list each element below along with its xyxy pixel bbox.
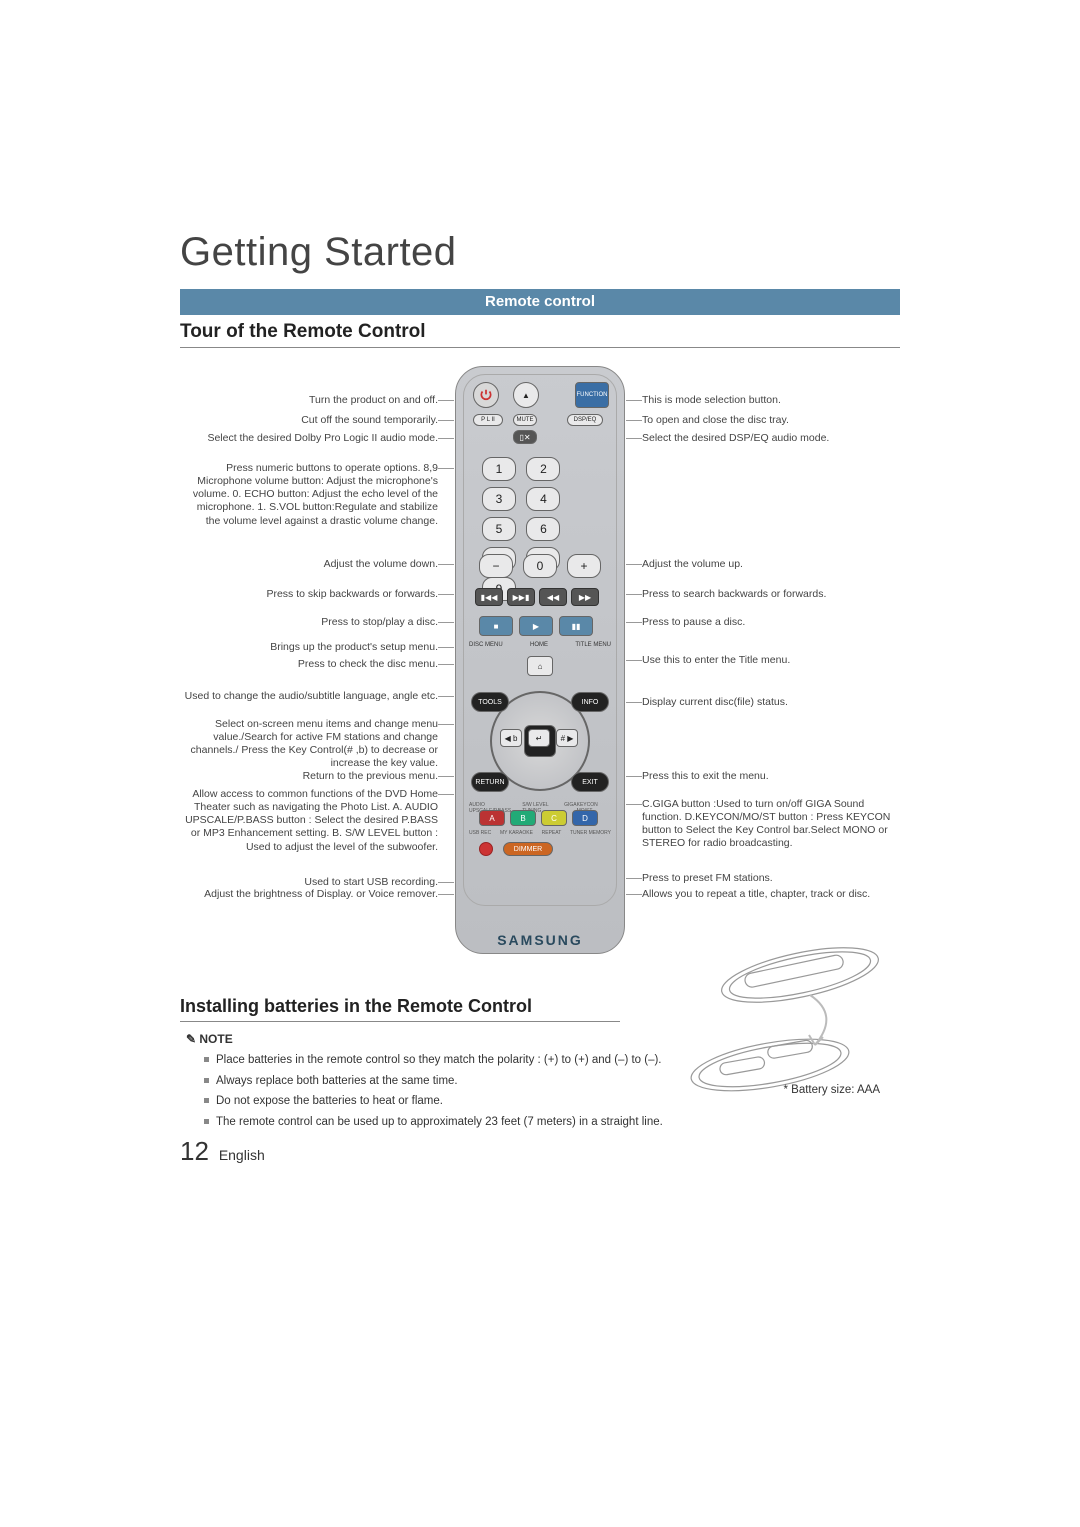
note-item: Always replace both batteries at the sam… [204, 1073, 674, 1090]
brand-logo: SAMSUNG [455, 932, 625, 948]
search-fwd: ▶▶ [571, 588, 599, 606]
page-number: 12 [180, 1136, 209, 1166]
pause-button: ▮▮ [559, 616, 593, 636]
title-menu-label: TITLE MENU [575, 642, 611, 656]
vol-down: − [479, 554, 513, 578]
num-4: 4 [526, 487, 560, 511]
callout-right: Adjust the volume up. [642, 558, 897, 571]
vol-up: + [567, 554, 601, 578]
skip-fwd: ▶▶▮ [507, 588, 535, 606]
color-a: A [479, 810, 505, 826]
color-d: D [572, 810, 598, 826]
home-label: HOME [530, 642, 548, 656]
num-2: 2 [526, 457, 560, 481]
tools-button: TOOLS [471, 692, 509, 712]
stop-button: ■ [479, 616, 513, 636]
exit-button: EXIT [571, 772, 609, 792]
num-3: 3 [482, 487, 516, 511]
callout-right: This is mode selection button. [642, 394, 897, 407]
callout-left: Press to check the disc menu. [183, 658, 438, 671]
skip-back: ▮◀◀ [475, 588, 503, 606]
callout-left: Used to change the audio/subtitle langua… [183, 690, 438, 703]
nav-left: ◀ b [500, 729, 522, 747]
return-button: RETURN [471, 772, 509, 792]
callout-right: To open and close the disc tray. [642, 414, 897, 427]
dolby-pl2-label: P L II [473, 414, 503, 426]
callout-left: Return to the previous menu. [183, 770, 438, 783]
callout-left: Select on-screen menu items and change m… [183, 718, 438, 771]
callout-left: Cut off the sound temporarily. [183, 414, 438, 427]
battery-size-note: * Battery size: AAA [783, 1084, 880, 1096]
home-button: ⌂ [527, 656, 553, 676]
color-b: B [510, 810, 536, 826]
dolby-button: ▯✕ [513, 430, 537, 444]
row3-d: TUNER MEMORY [570, 830, 611, 838]
note-item: Place batteries in the remote control so… [204, 1052, 674, 1069]
note-item: The remote control can be used up to app… [204, 1114, 674, 1131]
function-button: FUNCTION [575, 382, 609, 408]
callout-right: Select the desired DSP/EQ audio mode. [642, 432, 897, 445]
numeric-keypad: 1 2 3 4 5 6 7 8 9 [479, 454, 601, 604]
callout-left: Adjust the brightness of Display. or Voi… [183, 888, 438, 901]
usb-rec-button [479, 842, 493, 856]
transport-row: ▮◀◀ ▶▶▮ ◀◀ ▶▶ [475, 588, 605, 606]
row2-d: KEYCON MO/ST [577, 802, 611, 810]
play-button: ▶ [519, 616, 553, 636]
dimmer-button: DIMMER [503, 842, 553, 856]
dspeq-label: DSP/EQ [567, 414, 603, 426]
nav-right: # ▶ [556, 729, 578, 747]
row2-c: GIGA [564, 802, 577, 810]
play-row: ■ ▶ ▮▮ [479, 616, 601, 636]
search-back: ◀◀ [539, 588, 567, 606]
install-heading: Installing batteries in the Remote Contr… [180, 996, 620, 1022]
callout-right: Press to preset FM stations. [642, 872, 897, 885]
num-0: 0 [523, 554, 557, 578]
callout-left: Brings up the product's setup menu. [183, 641, 438, 654]
remote-illustration: ▲ FUNCTION P L II MUTE DSP/EQ ▯✕ 1 2 3 4… [455, 366, 625, 966]
row3-b: MY KARAOKE [500, 830, 533, 838]
callout-left: Press to skip backwards or forwards. [183, 588, 438, 601]
nav-ok: ↵ [528, 729, 550, 747]
num-1: 1 [482, 457, 516, 481]
remote-tour-figure: Turn the product on and off. Cut off the … [180, 366, 900, 976]
callout-left: Turn the product on and off. [183, 394, 438, 407]
callout-left: Select the desired Dolby Pro Logic II au… [183, 432, 438, 445]
callout-left: Press numeric buttons to operate options… [183, 462, 438, 528]
callout-left: Allow access to common functions of the … [183, 788, 438, 854]
callout-right: Allows you to repeat a title, chapter, t… [642, 888, 897, 901]
callout-right: C.GIGA button :Used to turn on/off GIGA … [642, 798, 897, 851]
callout-right: Use this to enter the Title menu. [642, 654, 897, 667]
note-list: Place batteries in the remote control so… [204, 1052, 674, 1131]
callout-right: Press this to exit the menu. [642, 770, 897, 783]
callout-left: Adjust the volume down. [183, 558, 438, 571]
callout-right: Display current disc(file) status. [642, 696, 897, 709]
section-heading: Tour of the Remote Control [180, 321, 900, 348]
page-language: English [219, 1147, 265, 1163]
color-c: C [541, 810, 567, 826]
callout-left: Press to stop/play a disc. [183, 616, 438, 629]
eject-button: ▲ [513, 382, 539, 408]
callout-right: Press to search backwards or forwards. [642, 588, 897, 601]
row2-a: AUDIO UPSCALE/P.BASS [469, 802, 522, 810]
page-footer: 12 English [180, 1136, 265, 1167]
row3-c: REPEAT [542, 830, 562, 838]
section-band: Remote control [180, 289, 900, 315]
volume-row: − 0 + [479, 554, 601, 578]
row3-a: USB REC [469, 830, 491, 838]
note-item: Do not expose the batteries to heat or f… [204, 1093, 674, 1110]
row2-b: S/W LEVEL TUNING [522, 802, 564, 810]
disc-menu-label: DISC MENU [469, 642, 503, 656]
callout-right: Press to pause a disc. [642, 616, 897, 629]
info-button: INFO [571, 692, 609, 712]
mute-label: MUTE [513, 414, 537, 426]
num-5: 5 [482, 517, 516, 541]
num-6: 6 [526, 517, 560, 541]
page-title: Getting Started [180, 230, 900, 275]
power-button [473, 382, 499, 408]
